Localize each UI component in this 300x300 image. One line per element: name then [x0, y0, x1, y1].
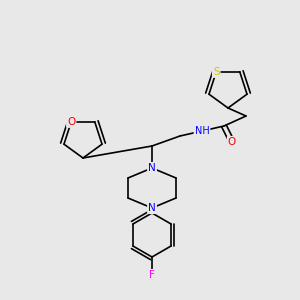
- Text: S: S: [213, 67, 220, 77]
- Text: N: N: [148, 163, 156, 173]
- Text: NH: NH: [195, 126, 209, 136]
- Text: O: O: [67, 117, 75, 127]
- Text: O: O: [228, 137, 236, 147]
- Text: N: N: [148, 203, 156, 213]
- Text: F: F: [149, 270, 155, 280]
